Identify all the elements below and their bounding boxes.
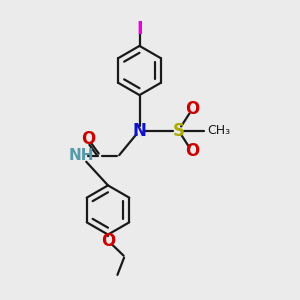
- Text: O: O: [81, 130, 96, 148]
- Text: S: S: [172, 122, 184, 140]
- Text: O: O: [101, 232, 115, 250]
- Text: O: O: [185, 142, 199, 160]
- Text: NH: NH: [68, 148, 94, 164]
- Text: O: O: [185, 100, 199, 118]
- Text: CH₃: CH₃: [207, 124, 230, 137]
- Text: N: N: [133, 122, 146, 140]
- Text: I: I: [136, 20, 143, 38]
